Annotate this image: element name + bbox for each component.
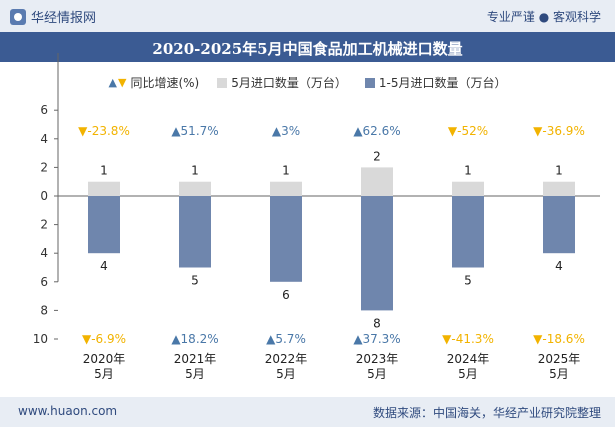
bar-ytd <box>88 196 120 254</box>
bar-ytd <box>179 196 211 268</box>
y-tick-label: 2 <box>40 160 48 174</box>
brand: 华经情报网 <box>10 7 96 26</box>
bar-ytd <box>270 196 302 282</box>
bar-may <box>361 167 393 196</box>
data-label-ytd: 8 <box>373 316 381 330</box>
bar-ytd <box>361 196 393 311</box>
yoy-label-ytd: ▲18.2% <box>171 332 218 346</box>
yoy-label-ytd: ▼-18.6% <box>533 332 585 346</box>
x-tick-label: 2022年 5月 <box>265 352 308 381</box>
x-tick-label: 2023年 5月 <box>356 352 399 381</box>
bar-ytd <box>452 196 484 268</box>
triangle-down-icon: ▼ <box>117 76 127 89</box>
bar-ytd <box>543 196 575 254</box>
yoy-label-may: ▼-52% <box>448 124 488 138</box>
legend: ▲ ▼ 同比增速(%) 5月进口数量（万台） 1-5月进口数量（万台） <box>0 74 615 91</box>
yoy-label-may: ▲62.6% <box>353 124 400 138</box>
legend-label-yoy: 同比增速(%) <box>130 76 200 90</box>
y-tick-label: 10 <box>33 332 48 346</box>
website-link[interactable]: www.huaon.com <box>18 404 118 418</box>
y-tick-label: 6 <box>40 103 48 117</box>
y-tick-label: 4 <box>40 246 48 260</box>
y-tick-label: 8 <box>40 303 48 317</box>
data-label-may: 1 <box>464 164 472 178</box>
tagline: 专业严谨 ● 客观科学 <box>486 10 601 24</box>
data-label-may: 1 <box>555 164 563 178</box>
bar-may <box>452 181 484 196</box>
x-tick-label: 2025年 5月 <box>538 352 581 381</box>
y-tick-label: 2 <box>40 218 48 232</box>
y-tick-label: 6 <box>40 275 48 289</box>
data-label-ytd: 6 <box>282 288 290 302</box>
data-label-ytd: 4 <box>100 259 108 273</box>
triangle-up-icon: ▲ <box>108 76 117 89</box>
legend-item-ytd: 1-5月进口数量（万台） <box>364 74 507 91</box>
data-source: 数据来源：中国海关，华经产业研究院整理 <box>372 406 601 420</box>
legend-item-may: 5月进口数量（万台） <box>217 74 347 91</box>
y-tick-label: 4 <box>40 132 48 146</box>
data-label-ytd: 5 <box>464 274 472 288</box>
legend-label-ytd: 1-5月进口数量（万台） <box>378 76 507 90</box>
top-bar <box>0 0 615 32</box>
data-label-ytd: 4 <box>555 259 563 273</box>
data-label-may: 1 <box>282 164 290 178</box>
bar-may <box>179 181 211 196</box>
yoy-label-ytd: ▲37.3% <box>353 332 400 346</box>
legend-swatch-ytd <box>364 77 375 88</box>
data-label-may: 1 <box>191 164 199 178</box>
x-tick-label: 2024年 5月 <box>447 352 490 381</box>
chart-title: 2020-2025年5月中国食品加工机械进口数量 <box>152 40 463 58</box>
footer-bar <box>0 397 615 427</box>
bar-may <box>270 181 302 196</box>
yoy-label-may: ▼-23.8% <box>78 124 130 138</box>
x-tick-label: 2021年 5月 <box>174 352 217 381</box>
yoy-label-ytd: ▲5.7% <box>266 332 306 346</box>
y-tick-label: 0 <box>40 189 48 203</box>
bar-may <box>88 181 120 196</box>
legend-item-yoy: ▲ ▼ 同比增速(%) <box>109 74 200 91</box>
legend-swatch-may <box>217 77 228 88</box>
yoy-label-may: ▲3% <box>272 124 300 138</box>
data-label-may: 2 <box>373 149 381 163</box>
bar-may <box>543 181 575 196</box>
yoy-label-may: ▼-36.9% <box>533 124 585 138</box>
title-bar <box>0 32 615 62</box>
yoy-label-may: ▲51.7% <box>171 124 218 138</box>
legend-label-may: 5月进口数量（万台） <box>231 76 347 90</box>
brand-logo-icon <box>10 8 26 25</box>
yoy-label-ytd: ▼-41.3% <box>442 332 494 346</box>
yoy-label-ytd: ▼-6.9% <box>82 332 126 346</box>
data-label-may: 1 <box>100 164 108 178</box>
x-tick-label: 2020年 5月 <box>83 352 126 381</box>
brand-name: 华经情报网 <box>31 11 97 26</box>
data-label-ytd: 5 <box>191 274 199 288</box>
